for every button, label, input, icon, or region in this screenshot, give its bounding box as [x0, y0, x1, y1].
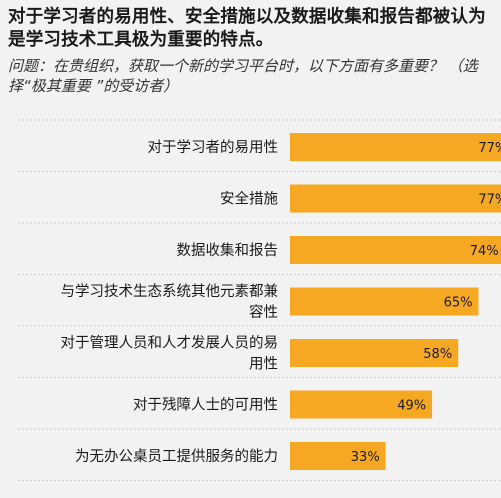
category-label-4-line-2: 容性: [249, 304, 278, 321]
value-label-3: 74%: [470, 244, 499, 259]
category-label-7: 为无办公桌员工提供服务的能力: [75, 448, 278, 465]
value-label-7: 33%: [351, 450, 380, 465]
bar-chart: 77% 对于学习者的易用性 77% 安全措施 74% 数据收集和报告 65% 与学习技术生态系…: [18, 119, 501, 481]
bar-3: [290, 236, 501, 264]
category-label-5-line-2: 用性: [249, 356, 278, 373]
category-label-3: 数据收集和报告: [177, 242, 279, 259]
value-label-2: 77%: [478, 193, 501, 208]
chart-title: 对于学习者的易用性、安全措施以及数据收集和报告都被认为是学习技术工具极为重要的特…: [8, 7, 486, 50]
bar-5: [290, 339, 459, 367]
category-label-5-line-1: 对于管理人员和人才发展人员的易: [61, 335, 279, 352]
bar-1: [290, 133, 501, 161]
bar-6: [290, 390, 433, 419]
value-label-6: 49%: [397, 399, 426, 414]
category-label-4-line-1: 与学习技术生态系统其他元素都兼: [61, 283, 279, 300]
bar-4: [290, 287, 479, 316]
value-label-1: 77%: [478, 141, 501, 156]
category-label-1: 对于学习者的易用性: [148, 139, 279, 156]
bar-2: [290, 184, 501, 213]
category-label-6: 对于残障人士的可用性: [133, 396, 278, 414]
survey-question: 问题：在贵组织，获取一个新的学习平台时，以下方面有多重要？ （选择“极其重要 ”…: [8, 57, 478, 95]
bar-7: [290, 442, 386, 470]
value-label-4: 65%: [444, 296, 473, 311]
value-label-5: 58%: [423, 347, 452, 362]
category-label-2: 安全措施: [220, 190, 278, 208]
